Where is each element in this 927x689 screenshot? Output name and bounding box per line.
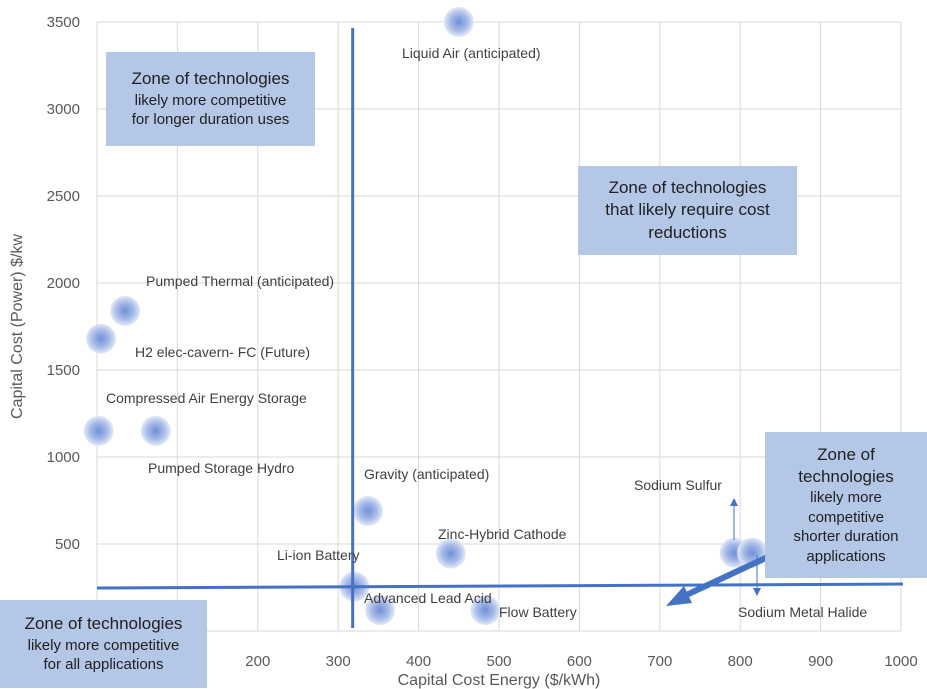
zone-cost-line2: that likely require cost bbox=[605, 200, 770, 220]
zone-cost-line3: reductions bbox=[648, 222, 727, 242]
point-label: Flow Battery bbox=[499, 604, 577, 620]
zone-short-line4: competitive bbox=[808, 508, 884, 526]
data-point bbox=[352, 495, 383, 526]
zone-cost-reduction: Zone of technologies that likely require… bbox=[578, 166, 797, 255]
y-tick-label: 1500 bbox=[47, 362, 80, 379]
y-tick-label: 2500 bbox=[47, 188, 80, 205]
point-label: Zinc-Hybrid Cathode bbox=[438, 526, 567, 542]
annotation-arrows bbox=[666, 498, 774, 606]
zone-all-line3: for all applications bbox=[43, 656, 164, 674]
y-tick-label: 3500 bbox=[47, 14, 80, 31]
point-label: Gravity (anticipated) bbox=[364, 466, 489, 482]
horizontal-reference-line bbox=[96, 582, 904, 590]
x-tick-label: 300 bbox=[326, 653, 351, 670]
zone-long-line3: for longer duration uses bbox=[131, 111, 290, 129]
point-label: Sodium Metal Halide bbox=[738, 604, 867, 620]
data-point bbox=[365, 595, 396, 626]
zone-cost-line1: Zone of technologies bbox=[608, 178, 767, 198]
point-label: Pumped Storage Hydro bbox=[148, 460, 295, 476]
y-tick-label: 2000 bbox=[47, 275, 80, 292]
zone-long-line1: Zone of technologies bbox=[131, 69, 290, 89]
zone-all-line1: Zone of technologies bbox=[24, 614, 183, 634]
zone-short-line1: Zone of bbox=[817, 444, 875, 464]
zone-short-line2: technologies bbox=[798, 467, 894, 486]
short-duration-arrow bbox=[680, 552, 774, 600]
data-point bbox=[443, 7, 474, 37]
x-tick-label: 1000 bbox=[884, 653, 917, 670]
point-label: Pumped Thermal (anticipated) bbox=[146, 273, 334, 289]
zone-short-line5: shorter duration bbox=[793, 528, 899, 546]
y-tick-label: 3000 bbox=[47, 101, 80, 118]
sodium-sulfur-arrowhead bbox=[730, 498, 738, 506]
point-label: Advanced Lead Acid bbox=[364, 590, 492, 606]
data-point bbox=[86, 323, 117, 354]
y-axis-title: Capital Cost (Power) $/kw bbox=[9, 234, 26, 419]
x-tick-label: 200 bbox=[245, 653, 270, 670]
x-axis-title: Capital Cost Energy ($/kWh) bbox=[398, 672, 601, 689]
point-label: Sodium Sulfur bbox=[634, 477, 722, 493]
y-tick-label: 500 bbox=[55, 536, 80, 553]
point-label: Liquid Air (anticipated) bbox=[402, 45, 541, 61]
sodium-metal-halide-arrowhead bbox=[753, 588, 761, 596]
x-tick-label: 900 bbox=[808, 653, 833, 670]
x-tick-label: 500 bbox=[486, 653, 511, 670]
data-point bbox=[470, 595, 501, 626]
x-tick-label: 400 bbox=[406, 653, 431, 670]
data-points bbox=[83, 7, 768, 626]
point-label: Compressed Air Energy Storage bbox=[106, 390, 307, 406]
data-point bbox=[435, 538, 466, 569]
short-duration-arrowhead bbox=[666, 586, 692, 606]
zone-short-line6: applications bbox=[806, 547, 886, 565]
data-point bbox=[140, 415, 171, 446]
axis-ticks: 200 300 400 500 600 700 800 900 1000 500 1000 1500 2… bbox=[47, 14, 918, 670]
data-point bbox=[83, 415, 114, 446]
x-tick-label: 700 bbox=[647, 653, 672, 670]
zone-long-line2: likely more competitive bbox=[134, 91, 287, 109]
y-tick-label: 1000 bbox=[47, 449, 80, 466]
x-tick-label: 800 bbox=[728, 653, 753, 670]
zone-short-line3: likely more bbox=[810, 489, 882, 507]
zone-all-line2: likely more competitive bbox=[27, 636, 180, 654]
point-labels: Liquid Air (anticipated) Pumped Thermal (… bbox=[106, 45, 867, 620]
data-point bbox=[110, 295, 141, 326]
point-label: Li-ion Battery bbox=[277, 547, 359, 563]
point-label: H2 elec-cavern- FC (Future) bbox=[135, 344, 310, 360]
x-tick-label: 600 bbox=[567, 653, 592, 670]
zone-short-duration: Zone of technologies likely more competi… bbox=[765, 432, 927, 578]
zone-all-applications: Zone of technologies likely more competi… bbox=[0, 600, 207, 688]
reference-lines bbox=[96, 28, 904, 628]
zone-long-duration: Zone of technologies likely more competi… bbox=[106, 52, 315, 146]
